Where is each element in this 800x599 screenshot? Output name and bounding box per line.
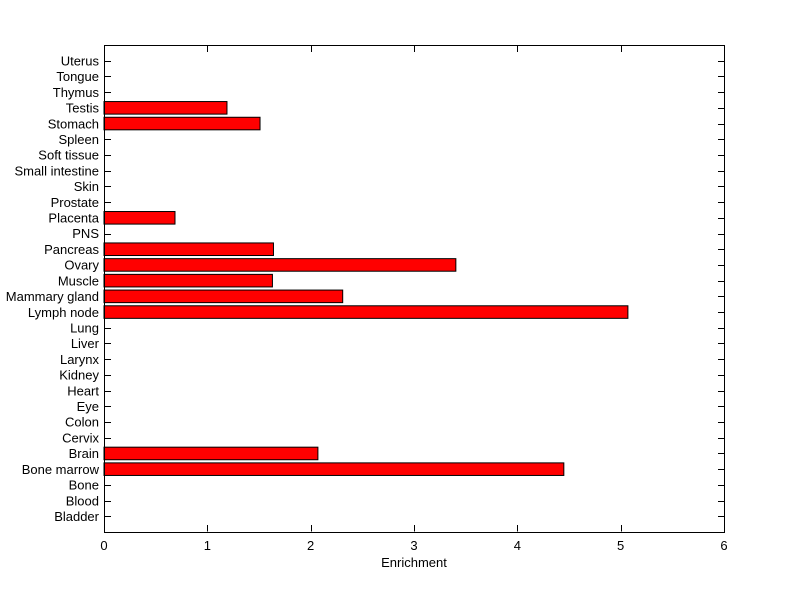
svg-text:Colon: Colon xyxy=(65,415,99,430)
svg-text:3: 3 xyxy=(410,538,417,553)
svg-text:4: 4 xyxy=(514,538,521,553)
svg-text:Mammary gland: Mammary gland xyxy=(6,289,99,304)
svg-text:Enrichment: Enrichment xyxy=(381,555,447,570)
svg-text:Blood: Blood xyxy=(66,493,99,508)
svg-text:PNS: PNS xyxy=(72,226,99,241)
svg-text:Lung: Lung xyxy=(70,320,99,335)
svg-text:Muscle: Muscle xyxy=(58,273,99,288)
svg-text:Bone marrow: Bone marrow xyxy=(22,462,100,477)
svg-text:Tongue: Tongue xyxy=(56,69,99,84)
svg-text:Cervix: Cervix xyxy=(62,430,99,445)
svg-text:Brain: Brain xyxy=(69,446,99,461)
svg-text:Heart: Heart xyxy=(67,383,99,398)
svg-text:Bone: Bone xyxy=(69,478,99,493)
svg-text:Liver: Liver xyxy=(71,336,100,351)
svg-text:Stomach: Stomach xyxy=(48,116,99,131)
svg-text:Small intestine: Small intestine xyxy=(14,163,99,178)
svg-text:6: 6 xyxy=(720,538,727,553)
svg-text:Pancreas: Pancreas xyxy=(44,242,99,257)
svg-text:Uterus: Uterus xyxy=(61,53,100,68)
svg-text:Soft tissue: Soft tissue xyxy=(38,148,99,163)
svg-text:Prostate: Prostate xyxy=(51,195,99,210)
svg-text:Testis: Testis xyxy=(66,101,100,116)
svg-text:Thymus: Thymus xyxy=(53,85,100,100)
svg-text:Skin: Skin xyxy=(74,179,99,194)
svg-text:Placenta: Placenta xyxy=(48,211,99,226)
svg-text:5: 5 xyxy=(617,538,624,553)
svg-text:0: 0 xyxy=(100,538,107,553)
svg-text:2: 2 xyxy=(307,538,314,553)
svg-text:Eye: Eye xyxy=(77,399,99,414)
svg-text:Spleen: Spleen xyxy=(59,132,99,147)
svg-text:Ovary: Ovary xyxy=(64,258,99,273)
svg-text:Bladder: Bladder xyxy=(54,509,99,524)
svg-text:Lymph node: Lymph node xyxy=(28,305,99,320)
svg-text:Larynx: Larynx xyxy=(60,352,100,367)
svg-text:1: 1 xyxy=(204,538,211,553)
svg-text:Kidney: Kidney xyxy=(59,368,99,383)
